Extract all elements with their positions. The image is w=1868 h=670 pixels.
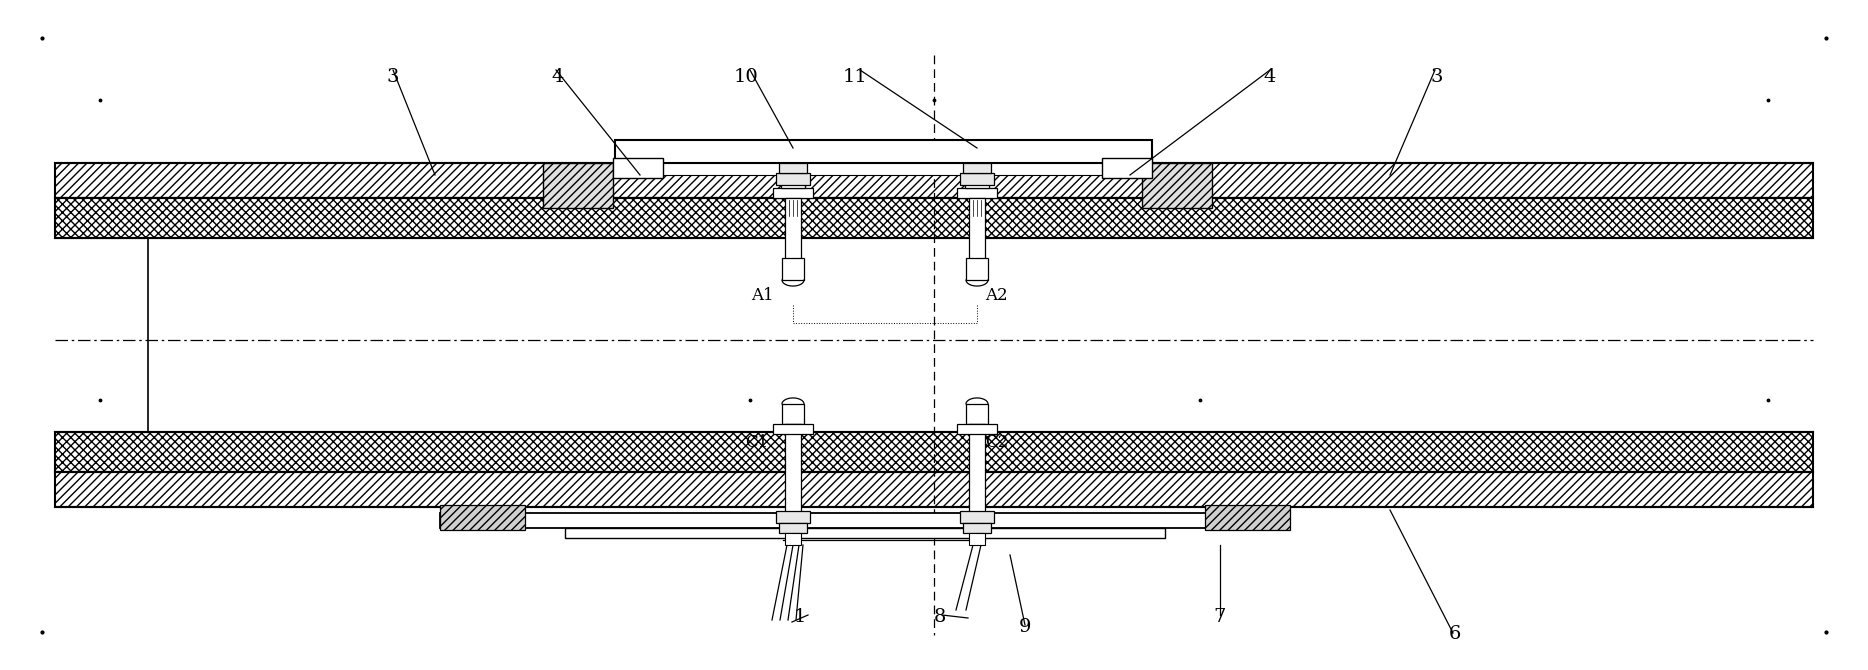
Bar xyxy=(785,424,801,515)
Text: 1: 1 xyxy=(794,608,807,626)
Text: A1: A1 xyxy=(751,287,773,304)
Bar xyxy=(773,188,813,198)
Text: 7: 7 xyxy=(1214,608,1225,626)
Bar xyxy=(544,163,613,208)
Text: C2: C2 xyxy=(984,434,1009,451)
Bar xyxy=(54,198,1814,238)
Text: 4: 4 xyxy=(1265,68,1276,86)
Bar xyxy=(969,424,984,515)
Bar xyxy=(441,505,525,530)
Bar xyxy=(956,188,998,198)
Bar xyxy=(779,163,807,173)
Bar xyxy=(441,513,1291,528)
Bar xyxy=(1205,505,1291,530)
Bar xyxy=(964,163,992,173)
Text: A2: A2 xyxy=(984,287,1007,304)
Text: 3: 3 xyxy=(1431,68,1444,86)
Bar xyxy=(54,163,1814,198)
Text: 9: 9 xyxy=(1018,618,1031,636)
Bar xyxy=(775,173,811,185)
Bar xyxy=(1102,158,1153,178)
Bar xyxy=(779,523,807,533)
Bar xyxy=(960,511,994,523)
Bar xyxy=(54,432,1814,472)
Bar xyxy=(964,523,992,533)
Bar xyxy=(960,173,994,185)
Text: 11: 11 xyxy=(842,68,867,86)
Bar xyxy=(785,533,801,545)
Bar xyxy=(966,175,988,188)
Bar xyxy=(969,533,984,545)
Bar xyxy=(1141,163,1212,208)
Text: 6: 6 xyxy=(1450,625,1461,643)
Text: 10: 10 xyxy=(734,68,758,86)
Bar xyxy=(783,258,803,280)
Bar xyxy=(564,528,1166,538)
Bar xyxy=(620,163,1147,175)
Bar xyxy=(969,198,984,270)
Text: 4: 4 xyxy=(551,68,564,86)
Bar xyxy=(781,175,805,188)
Text: C1: C1 xyxy=(745,434,768,451)
Text: 3: 3 xyxy=(387,68,400,86)
Bar xyxy=(775,511,811,523)
Bar xyxy=(785,198,801,270)
Bar xyxy=(615,140,1153,163)
Text: 8: 8 xyxy=(934,608,947,626)
Bar xyxy=(613,158,663,178)
Bar xyxy=(966,258,988,280)
Bar xyxy=(773,424,813,434)
Bar xyxy=(783,404,803,424)
Bar xyxy=(54,472,1814,507)
Bar xyxy=(956,424,998,434)
Bar xyxy=(966,404,988,424)
